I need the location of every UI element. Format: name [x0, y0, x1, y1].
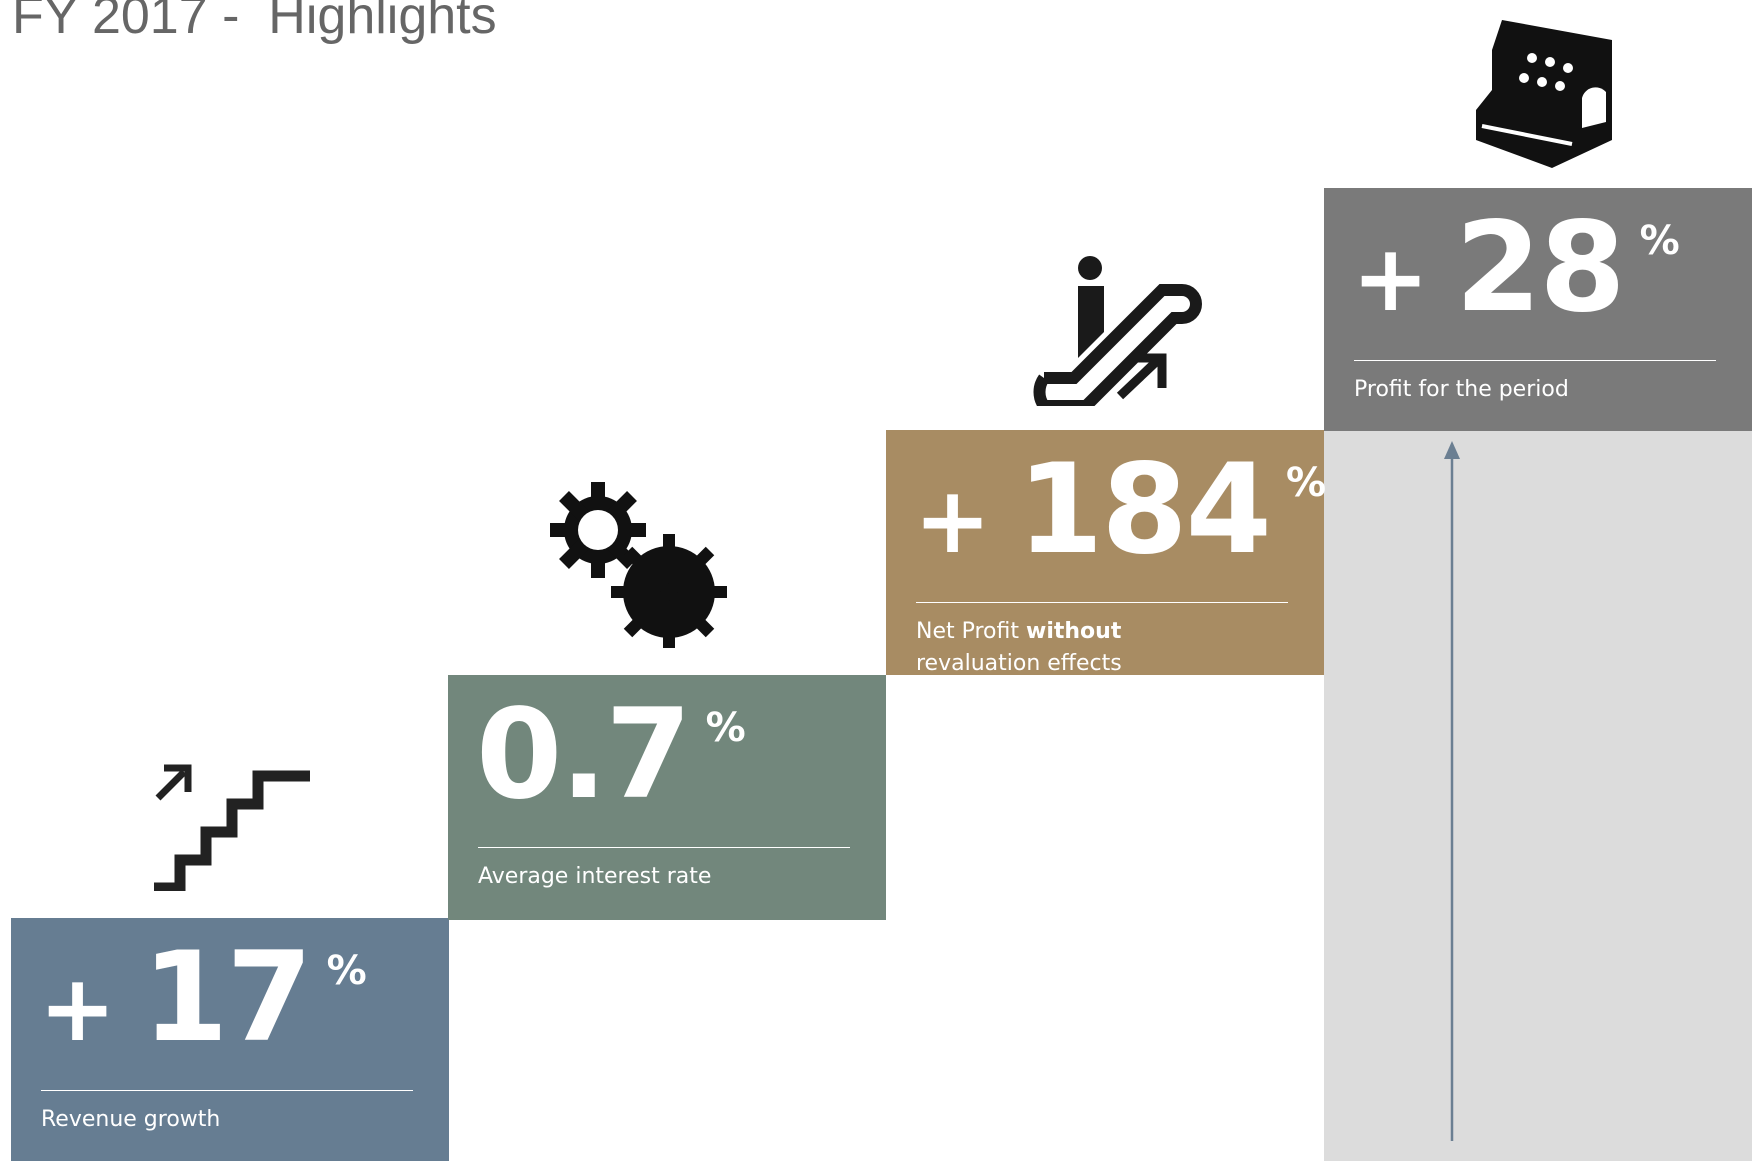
value: 0.7: [476, 683, 692, 827]
sign: +: [914, 467, 992, 574]
arrow: [1444, 441, 1460, 1141]
value: 28: [1455, 196, 1626, 340]
card: 0.7% Average interest rate: [448, 675, 886, 920]
label: Average interest rate: [478, 864, 712, 889]
rule: [478, 847, 850, 848]
card: +17% Revenue growth: [11, 918, 449, 1161]
sign: +: [39, 955, 117, 1062]
gray-column: [1324, 431, 1752, 1161]
value: 17: [142, 926, 313, 1070]
label-part: Net Profit: [916, 619, 1019, 644]
cash-register-icon: [1476, 20, 1612, 168]
label-part: without: [1026, 619, 1122, 644]
label: Profit for the period: [1354, 377, 1569, 402]
value: 184: [1017, 438, 1272, 582]
unit: %: [1639, 218, 1680, 264]
rule: [1354, 360, 1716, 361]
escalator-icon: [1033, 256, 1202, 406]
rule: [916, 602, 1288, 603]
title: FY 2017 - Highlights: [12, 0, 497, 45]
label: Revenue growth: [41, 1107, 221, 1132]
gears-icon: [550, 482, 727, 648]
card: +28% Profit for the period: [1324, 188, 1752, 431]
stairs-icon: [154, 764, 310, 891]
sign: +: [1352, 225, 1430, 332]
label-part: revaluation effects: [916, 651, 1122, 676]
label: Net Profit without revaluation effects: [916, 616, 1122, 680]
unit: %: [705, 705, 746, 751]
card: +184% Net Profit without revaluation effe…: [886, 430, 1327, 676]
rule: [41, 1090, 413, 1091]
unit: %: [326, 948, 367, 994]
unit: %: [1285, 460, 1327, 506]
